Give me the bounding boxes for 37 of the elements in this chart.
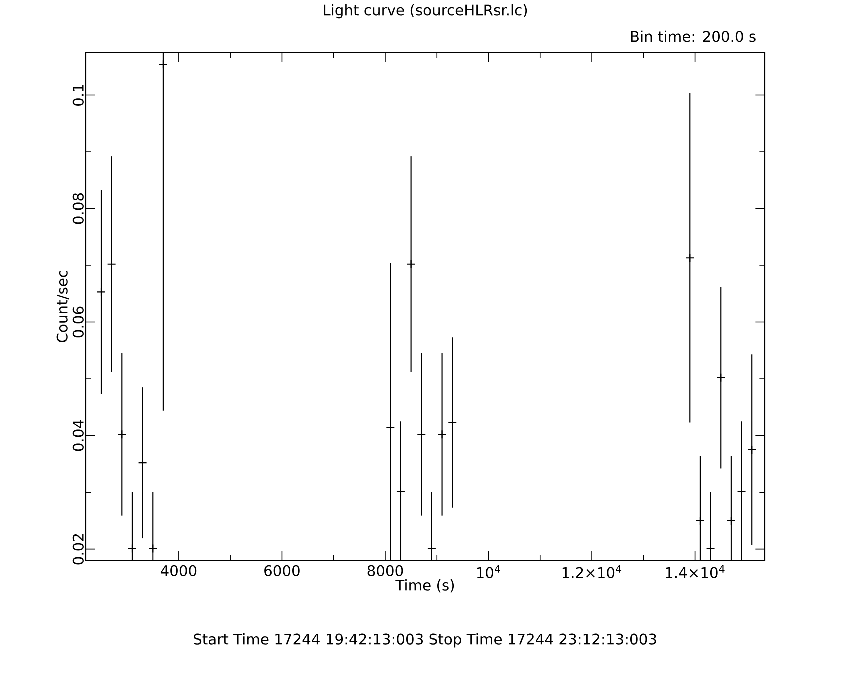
point [417, 430, 426, 440]
y-tick-label: 0.04 [72, 420, 84, 452]
x-tick-label: 8000 [368, 566, 404, 577]
point [158, 60, 168, 70]
y-tick-label: 0.06 [72, 307, 84, 338]
point [686, 254, 695, 263]
x-tick-label: 10$^{4}$ [477, 566, 500, 579]
point [427, 544, 436, 554]
point [118, 430, 127, 440]
x-tick-label: 1.2×10$^{4}$ [562, 566, 622, 579]
y-tick-label: 0.02 [72, 534, 84, 565]
point [406, 260, 416, 270]
point [438, 430, 447, 440]
text: Start Time 17244 19:42:13:003 Stop Time 17244 23:12:13:003 [194, 634, 656, 648]
y-tick-label: 0.1 [72, 85, 84, 106]
x-tick-label: 1.4×10$^{4}$ [666, 566, 725, 579]
point [128, 544, 138, 554]
point [696, 516, 705, 526]
point [706, 544, 716, 554]
chart-title: Light curve (sourceHLRsr.lc) [324, 4, 528, 19]
point [386, 423, 396, 433]
point [448, 418, 458, 428]
x-tick-label: 6000 [264, 566, 300, 577]
x-axis-title: Time (s) [396, 580, 454, 593]
point [716, 374, 726, 383]
point [148, 544, 158, 554]
text: Bin time: 200.0 s [631, 31, 756, 42]
y-axis-title: Count/sec [56, 271, 70, 343]
point [726, 516, 736, 526]
x-tick-label: 4000 [160, 566, 197, 577]
point [96, 288, 106, 297]
y-tick-label: 0.08 [72, 194, 84, 224]
point [107, 260, 116, 270]
point [748, 446, 757, 455]
point [737, 488, 746, 497]
point [396, 488, 406, 497]
point [138, 458, 148, 468]
